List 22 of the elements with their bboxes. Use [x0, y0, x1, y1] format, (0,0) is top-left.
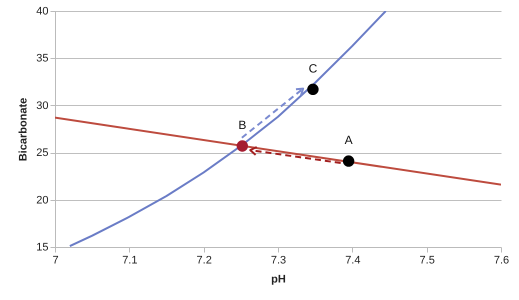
y-tick-label: 20 — [36, 194, 48, 206]
point — [307, 84, 319, 96]
line-series — [68, 11, 387, 247]
x-tick-label: 7.2 — [196, 254, 212, 266]
point — [342, 155, 354, 167]
x-tick-label: 7.4 — [345, 254, 360, 266]
x-tick-label: 7 — [52, 254, 59, 266]
annotation: B — [238, 118, 246, 132]
x-axis-title: pH — [271, 274, 286, 286]
x-tick-label: 7.1 — [122, 254, 138, 266]
y-tick-label: 25 — [36, 147, 48, 160]
y-tick-label: 40 — [36, 6, 48, 18]
x-tick-label: 7.3 — [270, 254, 286, 266]
y-axis-title: Bicarbonate — [17, 98, 30, 162]
y-tick-label: 35 — [36, 52, 48, 65]
x-tick-label: 7.6 — [494, 254, 510, 266]
annotation: C — [308, 61, 318, 76]
point — [236, 140, 248, 152]
annotation: A — [344, 133, 353, 148]
y-tick-label: 15 — [36, 242, 48, 254]
x-tick-label: 7.5 — [420, 254, 435, 266]
y-tick-label: 30 — [36, 100, 48, 112]
